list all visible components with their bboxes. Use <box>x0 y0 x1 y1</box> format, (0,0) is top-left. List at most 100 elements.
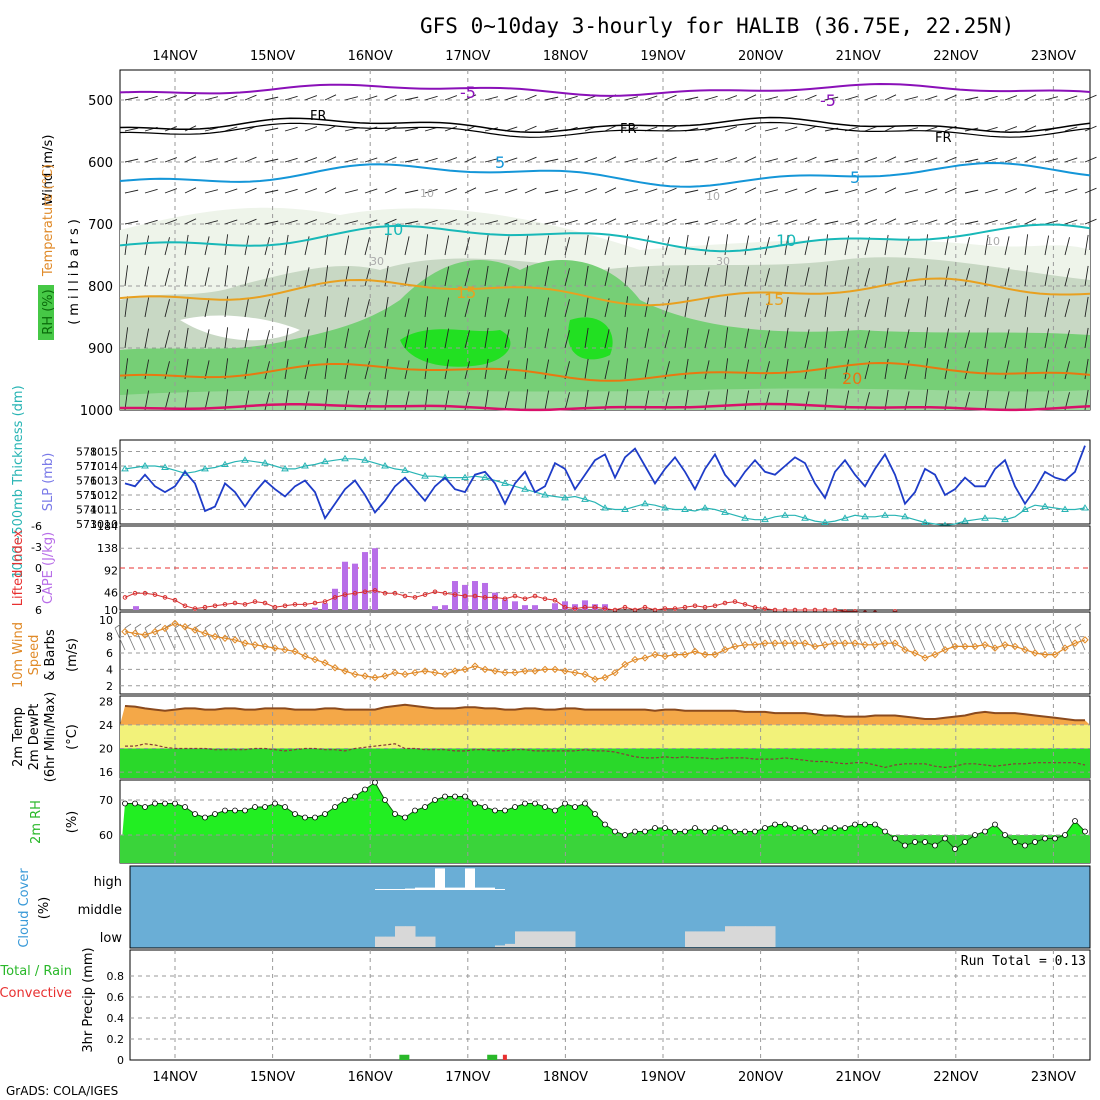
wind-barb <box>644 188 658 194</box>
cape-bar <box>552 603 558 610</box>
thickness-point <box>661 504 669 511</box>
rh-point <box>722 825 728 831</box>
li-point <box>432 589 438 595</box>
surface-barb <box>664 627 676 651</box>
chart-title: GFS 0~10day 3-hourly for HALIB (36.75E, … <box>420 14 1014 38</box>
rh-point <box>482 804 488 810</box>
li-point <box>552 597 558 603</box>
surface-barb <box>794 627 806 651</box>
precip-legend-convective: Convective <box>0 986 72 1001</box>
thickness-tick: 575 <box>76 489 97 502</box>
wind-barb <box>984 219 998 225</box>
wind-panel: 2 4 6 8 10 10m Wind Speed & Barbs (m/s) <box>11 611 1091 695</box>
li-point <box>512 593 518 599</box>
rh-point <box>302 814 308 821</box>
surface-barb-flag <box>904 623 912 629</box>
wind-barb <box>564 330 570 349</box>
thickness-point <box>781 511 789 518</box>
wind-barb <box>1084 296 1089 318</box>
wind-barb <box>1064 361 1070 380</box>
surface-barb-flag <box>574 623 582 629</box>
wind-barb <box>144 219 158 225</box>
thickness-point <box>1081 504 1089 511</box>
cloud-low-bar <box>425 936 436 947</box>
wind-barb <box>904 329 910 349</box>
date-axis-bottom: 14NOV 15NOV 16NOV 17NOV 18NOV 19NOV 20NOV 21NOV… <box>152 1070 1076 1085</box>
surface-barb <box>274 627 286 651</box>
wind-barb <box>364 157 378 163</box>
wind-point <box>941 646 949 654</box>
wind-barb <box>1004 236 1010 256</box>
wind-barb <box>304 267 310 287</box>
wind-barb <box>764 189 778 194</box>
cape-tick: 46 <box>104 587 118 600</box>
cape-tick: 138 <box>97 542 118 555</box>
surface-barb-flag <box>634 623 642 629</box>
wind-barb <box>384 234 389 256</box>
cloud-low-bar <box>505 943 516 947</box>
thickness-point <box>341 454 349 462</box>
wind-point <box>331 664 339 672</box>
wind-barb <box>144 297 150 318</box>
wind-barb <box>284 126 298 132</box>
wind-barb <box>824 189 839 194</box>
wind-barb <box>964 237 970 256</box>
wind-barb <box>1004 391 1010 411</box>
wind-barb <box>184 296 189 318</box>
wind-barb <box>364 299 370 318</box>
rh-point <box>1082 828 1088 835</box>
cloud-high-bar <box>375 889 385 890</box>
wind-barb <box>264 96 279 101</box>
wind-barb <box>804 236 810 256</box>
cloud-high-bar <box>475 887 485 890</box>
day-label-top: 15NOV <box>250 49 295 64</box>
wind-barb <box>1044 359 1050 380</box>
wind-barb <box>884 296 889 318</box>
wind-barb <box>284 327 289 349</box>
surface-barb-flag <box>1004 623 1012 629</box>
wind-point <box>211 632 219 641</box>
surface-barb-flag <box>894 623 902 629</box>
wind-barb <box>504 298 510 318</box>
thickness-point <box>601 504 609 511</box>
surface-barb-flag <box>1074 623 1082 629</box>
surface-barb <box>574 627 586 651</box>
wind-barb <box>324 187 337 194</box>
wind-barb <box>824 265 829 287</box>
wind-barb <box>424 296 429 318</box>
cloud-high-bar <box>465 868 475 890</box>
wind-ylabel-3: & Barbs <box>43 629 58 681</box>
wind-barb <box>284 389 289 411</box>
precip-total-bar <box>487 1054 498 1060</box>
rh-point <box>562 800 568 807</box>
wind-tick: 6 <box>106 647 113 660</box>
day-label-top: 17NOV <box>445 49 490 64</box>
li-point <box>442 590 448 596</box>
rh-point <box>352 793 358 800</box>
wind-barb <box>1024 187 1037 194</box>
surface-barb-flag <box>314 623 322 629</box>
rh-shade-base <box>120 388 1090 410</box>
wind-barb <box>484 189 498 194</box>
wind-barb <box>784 389 789 411</box>
slp-line <box>124 445 1086 521</box>
precip-ylabel: 3hr Precip (mm) <box>81 947 96 1052</box>
surface-barb-flag <box>1064 623 1072 629</box>
surface-barb-flag <box>654 623 662 629</box>
wind-barb <box>304 329 310 349</box>
wind-barb <box>184 218 197 225</box>
wind-barb <box>1004 298 1010 318</box>
rh-point <box>122 800 128 807</box>
surface-barb <box>554 627 566 651</box>
wind-barb <box>724 95 738 101</box>
wind-barb <box>764 330 770 349</box>
surface-barb-flag <box>744 623 752 629</box>
thickness-tick: 577 <box>76 460 97 473</box>
wind-point <box>351 670 359 679</box>
wind-barb <box>264 158 279 163</box>
surface-barb-flag <box>334 623 342 629</box>
wind-point <box>1021 646 1029 654</box>
wind-barb <box>404 236 410 256</box>
wind-barb <box>784 358 789 380</box>
